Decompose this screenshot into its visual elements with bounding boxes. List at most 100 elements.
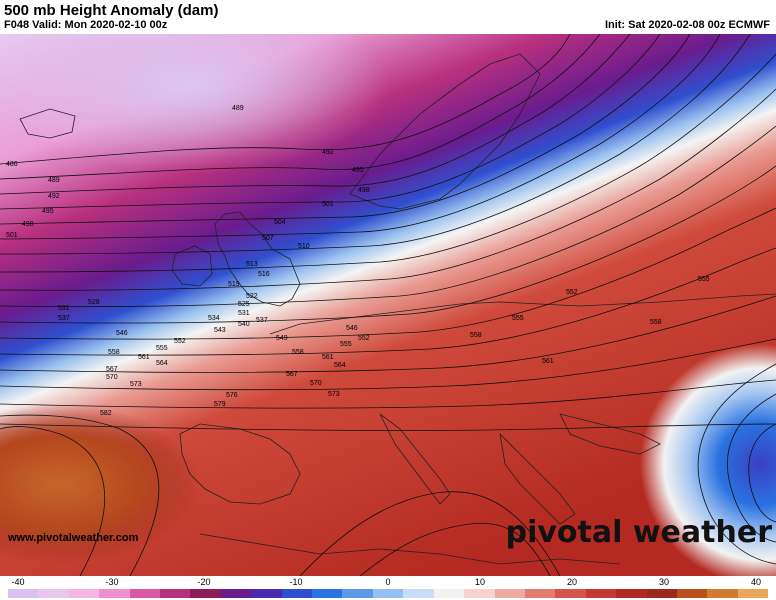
contour-label: 537 <box>256 317 268 324</box>
colorbar-swatch <box>129 589 161 598</box>
colorbar-swatch <box>8 589 39 598</box>
contour-label: 567 <box>106 366 118 373</box>
map-canvas: 489 486 489 492 495 498 501 492 495 498 … <box>0 34 776 576</box>
contour-label: 528 <box>88 299 100 306</box>
colorbar-tick-labels: -40 -30 -20 -10 0 10 20 30 40 <box>0 576 776 588</box>
contour-label: 531 <box>238 310 250 317</box>
weather-map[interactable]: 489 486 489 492 495 498 501 492 495 498 … <box>0 34 776 576</box>
contour-label: 570 <box>106 374 118 381</box>
colorbar-tick: -30 <box>105 577 119 587</box>
contour-labels: 489 486 489 492 495 498 501 492 495 498 … <box>6 105 710 417</box>
contour-label: 561 <box>322 354 334 361</box>
contour-label: 489 <box>48 177 60 184</box>
colorbar-swatch <box>190 589 221 598</box>
colorbar-strip <box>8 589 769 598</box>
continent-north <box>269 293 776 335</box>
colorbar-swatch <box>38 589 69 598</box>
colorbar-swatch <box>160 589 191 598</box>
colorbar-swatch <box>281 589 313 598</box>
contour-label: 558 <box>108 349 120 356</box>
contour-label: 573 <box>328 391 340 398</box>
contour-label: 501 <box>322 201 334 208</box>
contour-label: 537 <box>58 315 70 322</box>
brand-logo: pivotal weather <box>505 515 772 550</box>
contour-label: 495 <box>352 167 364 174</box>
contour-label: 561 <box>138 354 150 361</box>
colorbar-swatch <box>585 589 617 598</box>
contour-label: 498 <box>358 187 370 194</box>
contour-label: 492 <box>48 193 60 200</box>
contour-label: 489 <box>232 105 244 112</box>
contour-label: 519 <box>228 281 240 288</box>
contour-label: 540 <box>238 321 250 328</box>
contour-label: 564 <box>156 360 168 367</box>
map-header: 500 mb Height Anomaly (dam) F048 Valid: … <box>0 0 776 34</box>
colorbar-swatch <box>616 589 647 598</box>
colorbar-swatch <box>433 589 465 598</box>
low-anomaly-core <box>0 34 390 174</box>
coastlines <box>19 53 776 565</box>
colorbar-swatch <box>312 589 343 598</box>
contour-label: 504 <box>274 219 286 226</box>
colorbar-tick: 20 <box>566 577 578 587</box>
contour-label: 549 <box>276 335 288 342</box>
colorbar-swatch <box>403 589 434 598</box>
contour-label: 555 <box>340 341 352 348</box>
contour-label: 552 <box>174 338 186 345</box>
contour-label: 546 <box>116 330 128 337</box>
contour-label: 558 <box>292 349 304 356</box>
contour-label: 555 <box>698 276 710 283</box>
contour-label: 579 <box>214 401 226 408</box>
colorbar-swatch <box>524 589 556 598</box>
contour-label: 531 <box>58 305 70 312</box>
colorbar-swatch <box>676 589 708 598</box>
ridge-anomaly-core <box>0 404 200 564</box>
contour-label: 576 <box>226 392 238 399</box>
contour-label: 552 <box>358 335 370 342</box>
contour-label: 492 <box>322 149 334 156</box>
colorbar-tick: 30 <box>658 577 670 587</box>
great-britain <box>214 211 301 307</box>
contour-label: 525 <box>238 301 250 308</box>
colorbar-swatch <box>646 589 677 598</box>
contour-label: 516 <box>258 271 270 278</box>
colorbar-swatch <box>251 589 282 598</box>
contour-label: 552 <box>566 289 578 296</box>
contour-label: 495 <box>42 208 54 215</box>
height-contours <box>0 34 776 576</box>
colorbar-swatch <box>372 589 404 598</box>
contour-label: 564 <box>334 362 346 369</box>
contour-label: 534 <box>208 315 220 322</box>
contour-label: 513 <box>246 261 258 268</box>
colorbar-swatch <box>494 589 525 598</box>
colorbar-swatch <box>555 589 586 598</box>
scandinavia <box>349 53 541 210</box>
colorbar-tick: -40 <box>11 577 25 587</box>
init-time: Init: Sat 2020-02-08 00z ECMWF <box>604 19 770 31</box>
colorbar-tick: 10 <box>474 577 486 587</box>
colorbar-swatch <box>464 589 495 598</box>
contour-label: 573 <box>130 381 142 388</box>
valid-time: F048 Valid: Mon 2020-02-10 00z <box>4 19 168 31</box>
colorbar-swatch <box>737 589 769 598</box>
iceland <box>19 108 76 139</box>
contour-label: 501 <box>6 232 18 239</box>
colorbar-tick: 40 <box>750 577 762 587</box>
contour-label: 543 <box>214 327 226 334</box>
black-sea-coast <box>559 413 661 455</box>
colorbar-swatch <box>220 589 252 598</box>
colorbar-tick: -20 <box>197 577 211 587</box>
colorbar-swatch <box>68 589 100 598</box>
contour-label: 522 <box>246 293 258 300</box>
website-url[interactable]: www.pivotalweather.com <box>8 532 139 544</box>
map-title: 500 mb Height Anomaly (dam) <box>4 2 219 19</box>
contour-label: 555 <box>512 315 524 322</box>
italy <box>379 413 451 505</box>
contour-label: 498 <box>22 221 34 228</box>
contour-label: 582 <box>100 410 112 417</box>
contour-label: 510 <box>298 243 310 250</box>
contour-label: 507 <box>262 235 274 242</box>
colorbar-tick: 0 <box>385 577 391 587</box>
colorbar-tick: -10 <box>289 577 303 587</box>
ireland <box>171 245 213 287</box>
